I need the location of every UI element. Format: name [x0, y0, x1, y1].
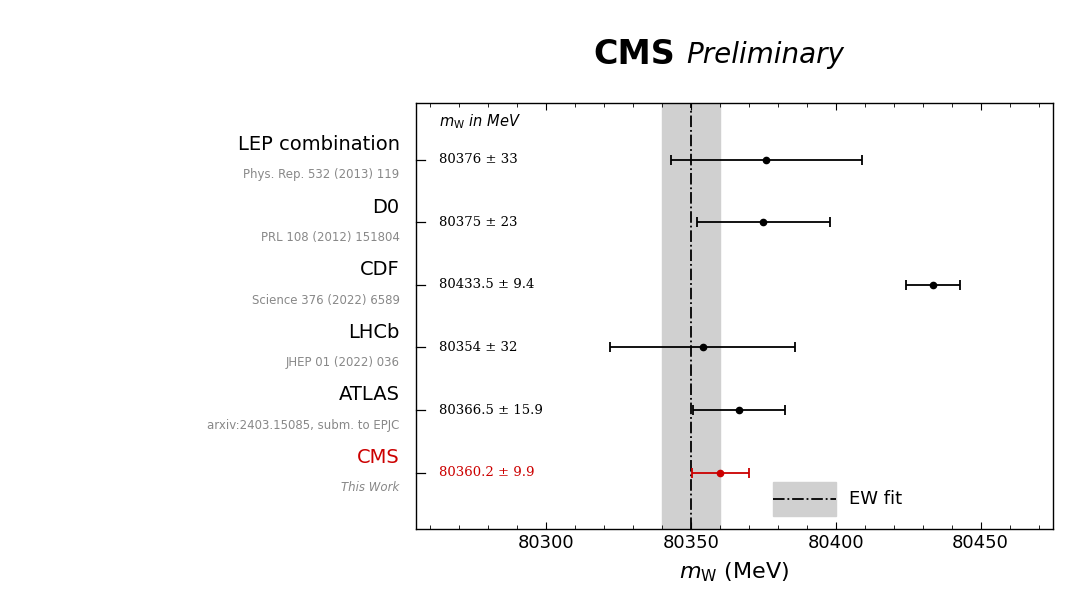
Text: Science 376 (2022) 6589: Science 376 (2022) 6589 [252, 294, 400, 306]
Text: D0: D0 [373, 198, 400, 216]
Text: $m_\mathrm{W}$ in MeV: $m_\mathrm{W}$ in MeV [438, 112, 521, 131]
FancyBboxPatch shape [772, 482, 836, 516]
Text: Preliminary: Preliminary [686, 41, 843, 69]
Text: 80433.5 ± 9.4: 80433.5 ± 9.4 [438, 278, 535, 291]
Text: 80376 ± 33: 80376 ± 33 [438, 153, 517, 166]
Text: ATLAS: ATLAS [339, 385, 400, 404]
Text: 80366.5 ± 15.9: 80366.5 ± 15.9 [438, 404, 543, 416]
Text: 80354 ± 32: 80354 ± 32 [438, 341, 517, 354]
Text: 80360.2 ± 9.9: 80360.2 ± 9.9 [438, 466, 535, 479]
Text: LHCb: LHCb [348, 323, 400, 342]
Text: EW fit: EW fit [849, 490, 902, 508]
Text: This Work: This Work [341, 482, 400, 494]
Text: JHEP 01 (2022) 036: JHEP 01 (2022) 036 [285, 356, 400, 369]
Text: CMS: CMS [593, 38, 675, 71]
Text: PRL 108 (2012) 151804: PRL 108 (2012) 151804 [260, 231, 400, 244]
Text: CDF: CDF [360, 260, 400, 279]
Text: CMS: CMS [356, 448, 400, 467]
Text: 80375 ± 23: 80375 ± 23 [438, 216, 517, 229]
X-axis label: $m_{\mathrm{W}}$ (MeV): $m_{\mathrm{W}}$ (MeV) [679, 560, 789, 584]
Text: arxiv:2403.15085, subm. to EPJC: arxiv:2403.15085, subm. to EPJC [207, 419, 400, 432]
Bar [662, 103, 720, 529]
Text: LEP combination: LEP combination [238, 135, 400, 154]
Text: Phys. Rep. 532 (2013) 119: Phys. Rep. 532 (2013) 119 [243, 168, 400, 181]
